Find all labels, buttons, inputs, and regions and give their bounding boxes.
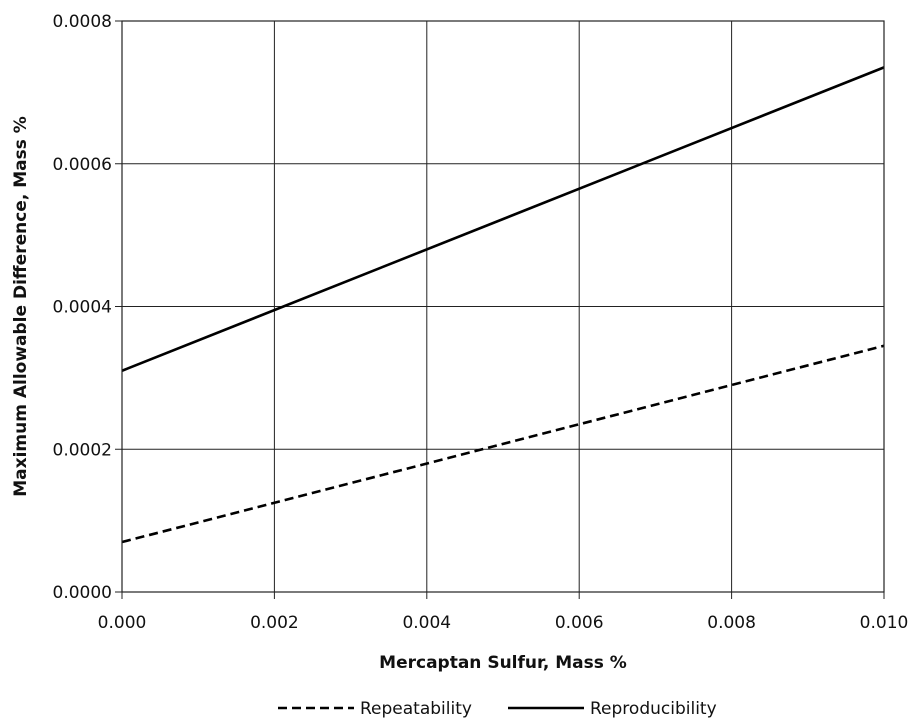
y-axis-title: Maximum Allowable Difference, Mass % xyxy=(11,116,31,497)
x-tick-label: 0.002 xyxy=(250,613,299,633)
x-axis-ticks: 0.000 0.002 0.004 0.006 0.008 0.010 xyxy=(98,592,909,633)
y-tick-label: 0.0008 xyxy=(53,12,112,32)
x-tick-label: 0.006 xyxy=(555,613,604,633)
y-axis-ticks: 0.0000 0.0002 0.0004 0.0006 0.0008 xyxy=(53,12,122,603)
y-tick-label: 0.0004 xyxy=(53,298,112,318)
y-tick-label: 0.0002 xyxy=(53,440,112,460)
x-tick-label: 0.010 xyxy=(860,613,909,633)
gridlines xyxy=(121,20,885,593)
legend-label-reproducibility: Reproducibility xyxy=(590,699,717,719)
legend: Repeatability Reproducibility xyxy=(278,699,717,719)
series-line-repeatability xyxy=(121,344,885,544)
series-line-reproducibility xyxy=(121,66,885,372)
series-lines xyxy=(121,66,885,544)
y-tick-label: 0.0000 xyxy=(53,583,112,603)
x-tick-label: 0.004 xyxy=(402,613,451,633)
x-tick-label: 0.008 xyxy=(707,613,756,633)
x-axis-title: Mercaptan Sulfur, Mass % xyxy=(379,653,627,673)
legend-label-repeatability: Repeatability xyxy=(360,699,472,719)
x-tick-label: 0.000 xyxy=(98,613,147,633)
y-tick-label: 0.0006 xyxy=(53,155,112,175)
